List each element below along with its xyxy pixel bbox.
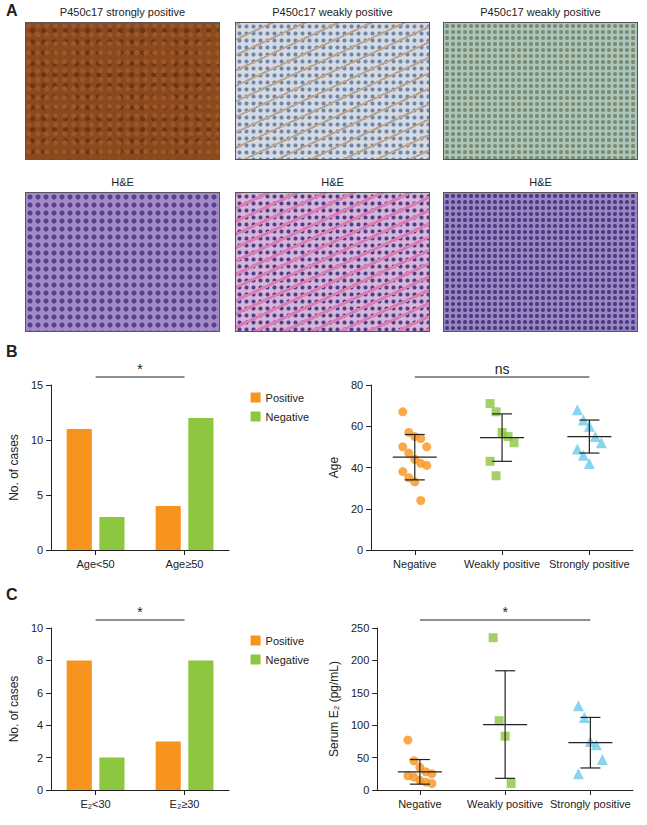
svg-text:60: 60: [351, 420, 363, 432]
svg-text:0: 0: [37, 784, 43, 796]
svg-text:Positive: Positive: [266, 635, 305, 647]
svg-text:No. of cases: No. of cases: [7, 676, 21, 743]
svg-text:40: 40: [351, 462, 363, 474]
html-text:H&E: H&E: [321, 176, 344, 188]
html-text:H&E: H&E: [529, 176, 552, 188]
svg-text:E₂<30: E₂<30: [80, 798, 110, 810]
html-text:B: B: [6, 343, 18, 360]
svg-text:0: 0: [363, 784, 369, 796]
svg-text:8: 8: [37, 654, 43, 666]
svg-text:Strongly positive: Strongly positive: [549, 558, 630, 570]
svg-text:Weakly positive: Weakly positive: [467, 798, 543, 810]
svg-text:80: 80: [351, 379, 363, 391]
svg-text:E₂≥30: E₂≥30: [170, 798, 200, 810]
svg-text:150: 150: [351, 687, 369, 699]
svg-text:0: 0: [357, 544, 363, 556]
svg-text:Age≥50: Age≥50: [166, 558, 204, 570]
html-text:H&E: H&E: [111, 176, 134, 188]
svg-text:Negative: Negative: [266, 654, 309, 666]
svg-text:*: *: [137, 361, 143, 377]
html-text:P450c17 strongly positive: P450c17 strongly positive: [59, 6, 186, 18]
svg-text:6: 6: [37, 687, 43, 699]
svg-text:ns: ns: [495, 361, 510, 377]
html-text:C: C: [6, 586, 18, 603]
svg-text:Positive: Positive: [266, 392, 305, 404]
svg-text:*: *: [137, 604, 143, 620]
svg-text:5: 5: [37, 489, 43, 501]
html-text:P450c17 weakly positive: P450c17 weakly positive: [480, 6, 601, 18]
svg-text:4: 4: [37, 719, 43, 731]
svg-text:200: 200: [351, 654, 369, 666]
svg-text:*: *: [502, 604, 508, 620]
svg-text:Weakly positive: Weakly positive: [464, 558, 540, 570]
svg-text:Negative: Negative: [393, 558, 436, 570]
svg-text:2: 2: [37, 752, 43, 764]
html-text:A: A: [6, 2, 18, 19]
svg-text:10: 10: [31, 434, 43, 446]
svg-text:Serum E₂ (pg/mL): Serum E₂ (pg/mL): [327, 661, 341, 757]
svg-text:10: 10: [31, 622, 43, 634]
svg-text:250: 250: [351, 622, 369, 634]
svg-text:20: 20: [351, 503, 363, 515]
svg-text:Negative: Negative: [266, 411, 309, 423]
html-text:P450c17 weakly positive: P450c17 weakly positive: [272, 6, 393, 18]
svg-text:Negative: Negative: [398, 798, 441, 810]
svg-text:No. of cases: No. of cases: [7, 434, 21, 501]
svg-text:Strongly positive: Strongly positive: [550, 798, 631, 810]
svg-text:Age<50: Age<50: [76, 558, 114, 570]
svg-text:50: 50: [357, 752, 369, 764]
svg-text:0: 0: [37, 544, 43, 556]
svg-text:Age: Age: [327, 457, 341, 479]
svg-text:100: 100: [351, 719, 369, 731]
svg-text:15: 15: [31, 379, 43, 391]
